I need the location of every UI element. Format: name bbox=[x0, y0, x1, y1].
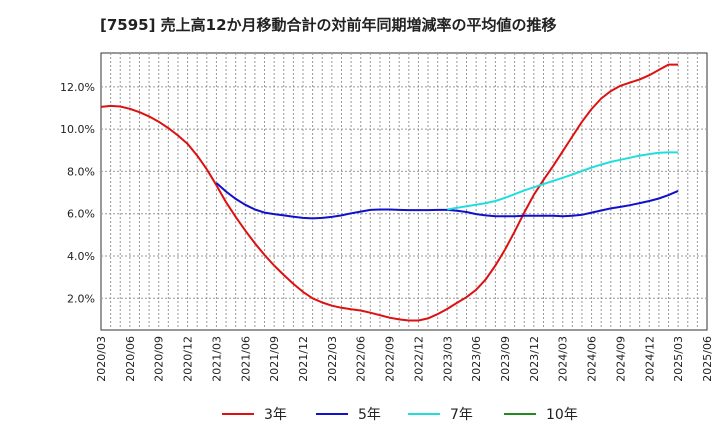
y-axis-ticks: 2.0% 4.0% 6.0% 8.0% 10.0% 12.0% bbox=[60, 81, 95, 305]
x-tick-label: 2021/09 bbox=[268, 336, 281, 382]
x-tick-label: 2021/03 bbox=[210, 336, 223, 382]
series-line-5年 bbox=[215, 182, 679, 220]
x-tick-label: 2020/09 bbox=[153, 336, 166, 382]
y-tick-label: 10.0% bbox=[60, 123, 95, 136]
legend-label: 10年 bbox=[546, 407, 578, 423]
x-tick-label: 2020/12 bbox=[182, 336, 195, 382]
y-tick-label: 12.0% bbox=[60, 81, 95, 94]
series-line-7年 bbox=[447, 151, 679, 211]
x-tick-label: 2023/03 bbox=[441, 336, 454, 382]
x-tick-label: 2024/06 bbox=[586, 336, 599, 382]
plot-area bbox=[100, 52, 708, 331]
series-lines bbox=[100, 63, 679, 322]
y-tick-label: 4.0% bbox=[67, 250, 95, 263]
chart-title: [7595] 売上高12か月移動合計の対前年同期増減率の平均値の推移 bbox=[100, 16, 557, 34]
x-axis-ticks: 2020/03 2020/06 2020/09 2020/12 2021/03 2021/… bbox=[95, 336, 714, 382]
x-tick-label: 2021/12 bbox=[297, 336, 310, 382]
x-tick-label: 2024/03 bbox=[557, 336, 570, 382]
x-tick-label: 2021/06 bbox=[239, 336, 252, 382]
x-tick-label: 2022/09 bbox=[384, 336, 397, 382]
x-tick-label: 2022/03 bbox=[326, 336, 339, 382]
legend-label: 7年 bbox=[450, 407, 473, 423]
x-tick-label: 2023/12 bbox=[528, 336, 541, 382]
y-tick-label: 2.0% bbox=[67, 292, 95, 305]
grid bbox=[101, 53, 707, 330]
series-line-3年 bbox=[100, 63, 679, 322]
x-tick-label: 2024/09 bbox=[614, 336, 627, 382]
x-tick-label: 2022/12 bbox=[412, 336, 425, 382]
legend: 3年 5年 7年 10年 bbox=[222, 407, 578, 423]
x-tick-label: 2025/06 bbox=[701, 336, 714, 382]
y-tick-label: 6.0% bbox=[67, 208, 95, 221]
legend-label: 3年 bbox=[264, 407, 287, 423]
x-tick-label: 2024/12 bbox=[643, 336, 656, 382]
x-tick-label: 2020/06 bbox=[124, 336, 137, 382]
x-tick-label: 2022/06 bbox=[355, 336, 368, 382]
x-tick-label: 2023/09 bbox=[499, 336, 512, 382]
x-tick-label: 2023/06 bbox=[470, 336, 483, 382]
x-tick-label: 2025/03 bbox=[672, 336, 685, 382]
legend-label: 5年 bbox=[358, 407, 381, 423]
y-tick-label: 8.0% bbox=[67, 165, 95, 178]
x-tick-label: 2020/03 bbox=[95, 336, 108, 382]
